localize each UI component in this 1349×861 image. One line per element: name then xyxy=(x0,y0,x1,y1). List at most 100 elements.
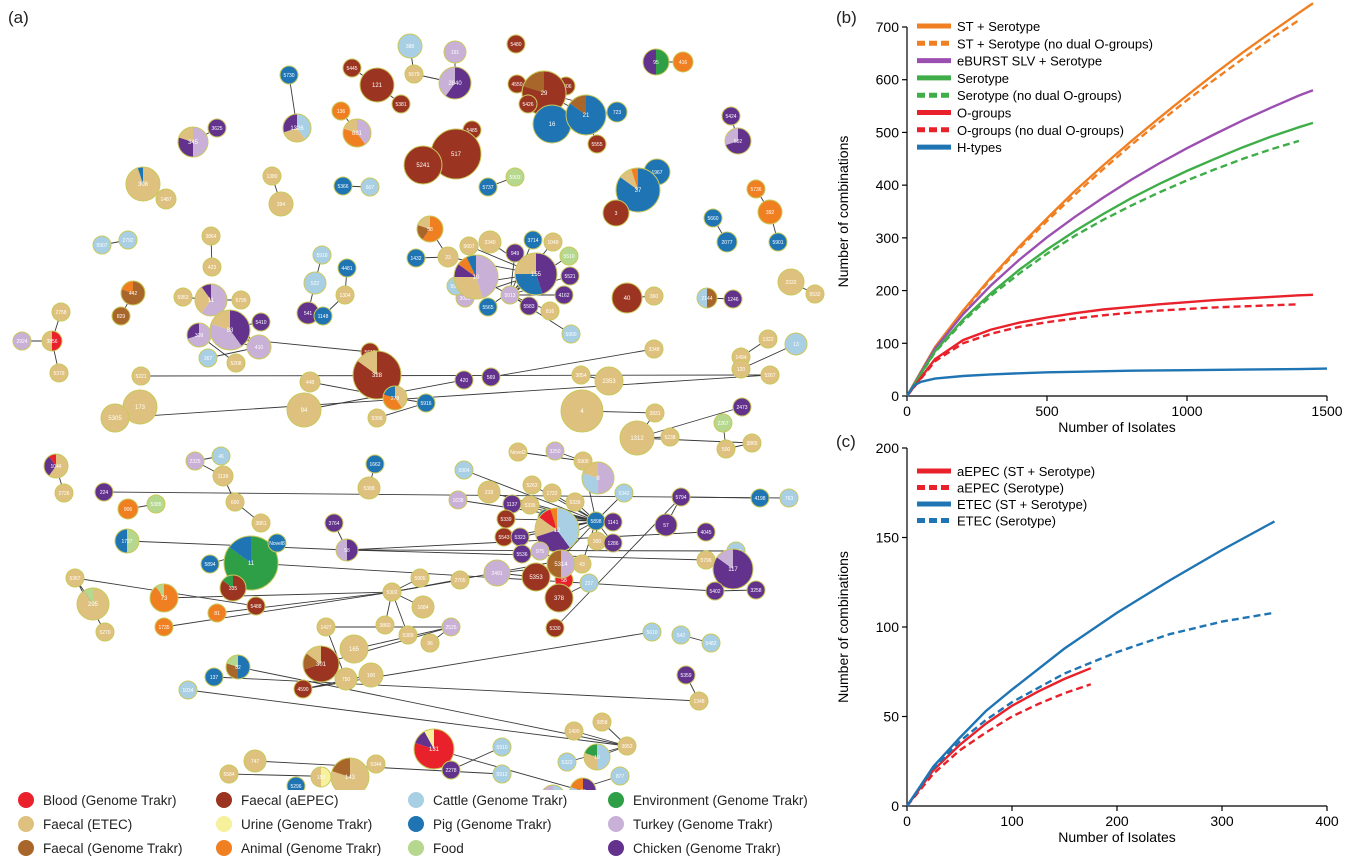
node-label: 23 xyxy=(445,255,451,261)
node-outline xyxy=(51,302,71,322)
node-slice xyxy=(52,331,62,351)
node-slice xyxy=(50,364,68,382)
node-slice xyxy=(588,135,606,153)
node-slice xyxy=(533,105,571,143)
network-node: 5584 xyxy=(219,764,239,784)
node-label: 5267 xyxy=(764,373,775,379)
node-slice xyxy=(631,168,638,190)
network-node: 345 xyxy=(177,126,209,158)
node-label: 5488 xyxy=(250,604,261,610)
node-outline xyxy=(342,118,372,148)
node-slice xyxy=(716,549,733,569)
node-slice xyxy=(357,118,372,145)
node-label: 500 xyxy=(722,447,731,453)
node-label: 2840 xyxy=(448,81,462,87)
node-outline xyxy=(492,737,512,757)
node-slice xyxy=(515,253,536,274)
network-edge xyxy=(163,591,393,628)
node-outline xyxy=(560,266,580,286)
network-node: 120 xyxy=(731,359,751,379)
node-outline xyxy=(334,667,358,691)
node-slice xyxy=(724,290,742,308)
node-label: 2525 xyxy=(445,625,456,631)
series-line xyxy=(906,611,1275,807)
node-label: 308 xyxy=(138,182,149,188)
node-slice xyxy=(543,484,561,502)
node-slice xyxy=(493,765,511,783)
network-node: 1044 xyxy=(43,453,69,479)
node-label: 143 xyxy=(345,775,356,781)
x-axis-title: Number of Isolates xyxy=(1058,419,1176,435)
node-slice xyxy=(331,758,350,777)
node-label: 5335 xyxy=(524,503,535,509)
node-outline xyxy=(49,363,69,383)
node-label: 5737 xyxy=(482,185,493,191)
node-outline xyxy=(505,167,525,187)
node-slice xyxy=(186,452,204,470)
network-node: 747 xyxy=(243,749,267,773)
node-slice xyxy=(112,307,130,325)
node-slice xyxy=(283,128,306,143)
node-slice xyxy=(48,454,69,479)
node-label: 410 xyxy=(255,345,264,351)
node-outline xyxy=(615,167,661,213)
node-label: 388 xyxy=(406,44,415,50)
node-label: 1044 xyxy=(50,464,61,470)
node-slice xyxy=(93,236,111,254)
node-label: 5543 xyxy=(498,535,509,541)
node-slice xyxy=(311,767,321,787)
node-slice xyxy=(561,390,603,432)
node-outline xyxy=(149,583,179,613)
node-slice xyxy=(44,456,56,476)
node-outline xyxy=(721,106,741,126)
node-label: 2278 xyxy=(445,768,456,774)
network-node: 5794 xyxy=(671,487,691,507)
node-slice xyxy=(395,386,408,408)
y-tick-label: 0 xyxy=(891,388,899,404)
node-slice xyxy=(297,302,319,324)
node-slice xyxy=(208,119,226,137)
node-slice xyxy=(573,555,591,573)
network-node: 5241 xyxy=(403,145,443,185)
node-outline xyxy=(448,490,468,510)
node-label: 11 xyxy=(208,298,215,304)
node-label: 5379 xyxy=(53,371,64,377)
x-tick-label: 200 xyxy=(1105,813,1129,829)
node-slice xyxy=(210,323,242,350)
node-label: 131 xyxy=(429,747,440,753)
node-outline xyxy=(303,271,327,295)
x-tick-label: 500 xyxy=(1035,403,1059,419)
node-label: 3714 xyxy=(527,238,538,244)
node-label: 3764 xyxy=(328,521,339,527)
node-label: Novel2 xyxy=(510,450,526,456)
network-node: 69 xyxy=(569,777,597,790)
node-label: 5339 xyxy=(569,500,580,506)
node-slice xyxy=(702,634,720,652)
node-label: 1494 xyxy=(735,355,746,361)
node-slice xyxy=(697,551,715,569)
node-outline xyxy=(671,625,691,645)
node-label: 2726 xyxy=(58,491,69,497)
node-slice xyxy=(522,563,550,591)
network-node: 5302 xyxy=(382,582,402,602)
chart-legend-label: ETEC (ST + Serotype) xyxy=(957,497,1087,512)
network-node: 5359 xyxy=(676,665,696,685)
network-node: 5385 xyxy=(146,494,166,514)
network-node: 394 xyxy=(268,191,294,217)
node-outline xyxy=(579,573,599,593)
node-label: 378 xyxy=(554,596,565,602)
network-node: 906 xyxy=(117,498,139,520)
node-outline xyxy=(279,65,299,85)
network-node: 423 xyxy=(202,257,222,277)
node-label: 1967 xyxy=(651,170,662,176)
node-outline xyxy=(569,777,597,790)
node-outline xyxy=(660,427,680,447)
node-slice xyxy=(493,738,511,756)
node-outline xyxy=(554,285,574,305)
node-slice xyxy=(96,623,114,641)
network-node: 5916 xyxy=(416,393,436,413)
x-tick-label: 300 xyxy=(1210,813,1234,829)
network-node: 5381 xyxy=(391,94,411,114)
node-outline xyxy=(779,488,799,508)
